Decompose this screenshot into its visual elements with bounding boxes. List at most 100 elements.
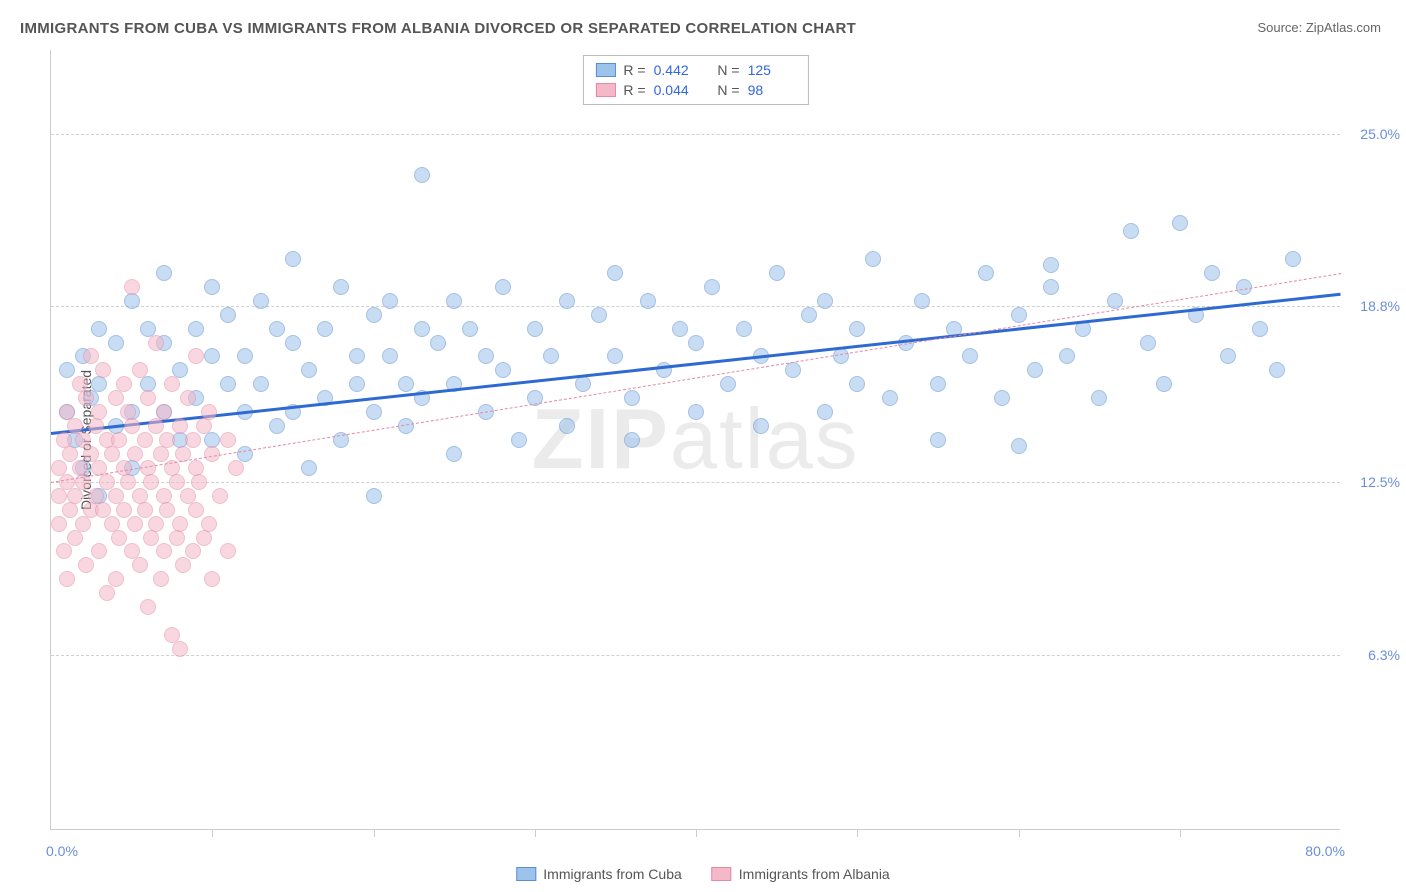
data-point <box>495 279 511 295</box>
data-point <box>1107 293 1123 309</box>
data-point <box>204 571 220 587</box>
x-tick <box>374 829 375 837</box>
data-point <box>153 571 169 587</box>
data-point <box>1043 279 1059 295</box>
data-point <box>220 432 236 448</box>
data-point <box>180 390 196 406</box>
data-point <box>172 641 188 657</box>
data-point <box>801 307 817 323</box>
data-point <box>62 502 78 518</box>
data-point <box>91 404 107 420</box>
data-point <box>495 362 511 378</box>
y-tick-label: 6.3% <box>1368 647 1400 663</box>
data-point <box>575 376 591 392</box>
trend-line <box>51 273 1341 483</box>
data-point <box>430 335 446 351</box>
source-value: ZipAtlas.com <box>1306 20 1381 35</box>
data-point <box>204 348 220 364</box>
chart-title: IMMIGRANTS FROM CUBA VS IMMIGRANTS FROM … <box>20 20 856 37</box>
data-point <box>127 446 143 462</box>
data-point <box>607 265 623 281</box>
data-point <box>446 446 462 462</box>
data-point <box>930 432 946 448</box>
legend-n-label: N = <box>710 62 740 78</box>
data-point <box>1091 390 1107 406</box>
legend-stat-row: R = 0.442 N = 125 <box>595 60 795 80</box>
data-point <box>511 432 527 448</box>
data-point <box>104 446 120 462</box>
data-point <box>127 516 143 532</box>
data-point <box>1269 362 1285 378</box>
data-point <box>414 321 430 337</box>
data-point <box>78 390 94 406</box>
legend-swatch <box>712 867 732 881</box>
x-tick <box>1180 829 1181 837</box>
data-point <box>56 543 72 559</box>
data-point <box>253 376 269 392</box>
gridline-horizontal <box>51 482 1340 483</box>
data-point <box>164 376 180 392</box>
legend-swatch <box>516 867 536 881</box>
data-point <box>591 307 607 323</box>
data-point <box>111 432 127 448</box>
data-point <box>285 251 301 267</box>
x-tick <box>212 829 213 837</box>
data-point <box>172 516 188 532</box>
data-point <box>156 404 172 420</box>
data-point <box>88 418 104 434</box>
legend-series: Immigrants from Cuba Immigrants from Alba… <box>516 866 889 882</box>
data-point <box>1220 348 1236 364</box>
data-point <box>83 348 99 364</box>
data-point <box>382 348 398 364</box>
data-point <box>108 571 124 587</box>
data-point <box>124 293 140 309</box>
data-point <box>237 348 253 364</box>
legend-swatch <box>595 83 615 97</box>
data-point <box>132 362 148 378</box>
data-point <box>624 432 640 448</box>
data-point <box>196 418 212 434</box>
data-point <box>201 404 217 420</box>
y-tick-label: 25.0% <box>1360 126 1400 142</box>
legend-series-item: Immigrants from Albania <box>712 866 890 882</box>
legend-series-label: Immigrants from Cuba <box>543 866 681 882</box>
data-point <box>51 516 67 532</box>
data-point <box>228 460 244 476</box>
data-point <box>672 321 688 337</box>
data-point <box>559 418 575 434</box>
data-point <box>220 376 236 392</box>
x-axis-min-label: 0.0% <box>46 843 78 859</box>
data-point <box>720 376 736 392</box>
data-point <box>99 585 115 601</box>
data-point <box>124 279 140 295</box>
data-point <box>624 390 640 406</box>
data-point <box>1252 321 1268 337</box>
data-point <box>414 167 430 183</box>
source-label: Source: <box>1257 20 1305 35</box>
data-point <box>169 474 185 490</box>
data-point <box>59 362 75 378</box>
data-point <box>143 474 159 490</box>
data-point <box>204 279 220 295</box>
data-point <box>1011 307 1027 323</box>
data-point <box>191 474 207 490</box>
legend-swatch <box>595 63 615 77</box>
data-point <box>446 293 462 309</box>
data-point <box>143 530 159 546</box>
data-point <box>185 543 201 559</box>
data-point <box>527 321 543 337</box>
scatter-chart: Divorced or Separated 0.0% 80.0% ZIPatla… <box>50 50 1340 830</box>
data-point <box>1172 215 1188 231</box>
data-point <box>91 376 107 392</box>
legend-series-label: Immigrants from Albania <box>739 866 890 882</box>
x-axis-max-label: 80.0% <box>1305 843 1345 859</box>
data-point <box>120 474 136 490</box>
data-point <box>865 251 881 267</box>
data-point <box>253 293 269 309</box>
data-point <box>91 543 107 559</box>
data-point <box>159 502 175 518</box>
data-point <box>349 376 365 392</box>
data-point <box>108 390 124 406</box>
data-point <box>333 279 349 295</box>
data-point <box>201 516 217 532</box>
